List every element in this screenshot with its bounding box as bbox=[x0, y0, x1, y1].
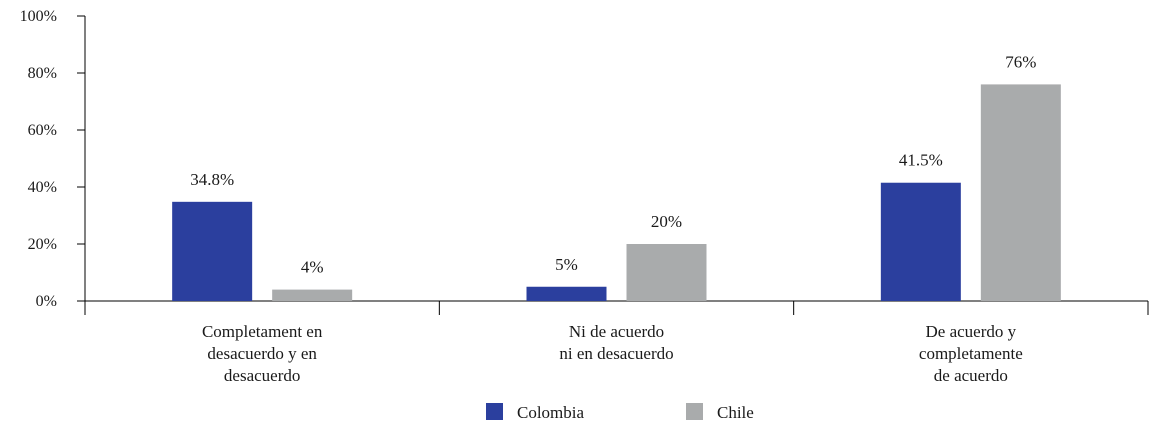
x-axis: Completament en desacuerdo y en desacuerdo… bbox=[84, 300, 1149, 385]
data-label: 76% bbox=[1005, 52, 1036, 71]
x-category-label-line: Ni de acuerdo bbox=[569, 322, 664, 341]
x-category-label-line: completamente bbox=[919, 344, 1023, 363]
bar-colombia bbox=[172, 201, 253, 301]
y-tick-label: 40% bbox=[28, 179, 57, 196]
legend-label: Colombia bbox=[517, 403, 585, 422]
bars: 34.8% 5% 41.5% 4% 20% 76% bbox=[172, 52, 1061, 302]
y-tick-label: 80% bbox=[28, 65, 57, 82]
y-tick-label: 0% bbox=[36, 293, 57, 310]
bar-colombia bbox=[526, 286, 607, 301]
legend: Colombia Chile bbox=[486, 403, 754, 422]
y-tick-label: 20% bbox=[28, 236, 57, 253]
data-label: 4% bbox=[301, 258, 324, 277]
bar-chile bbox=[272, 289, 353, 301]
data-label: 20% bbox=[651, 212, 682, 231]
y-axis: 0% 20% 40% 60% 80% 100% bbox=[20, 8, 86, 310]
legend-swatch-colombia bbox=[486, 403, 503, 420]
legend-swatch-chile bbox=[686, 403, 703, 420]
x-category-label-line: De acuerdo y bbox=[926, 322, 1017, 341]
x-category-label-line: desacuerdo bbox=[224, 366, 300, 385]
legend-label: Chile bbox=[717, 403, 754, 422]
data-label: 34.8% bbox=[190, 170, 234, 189]
bar-chile bbox=[626, 244, 707, 301]
x-category-label: De acuerdo y completamente de acuerdo bbox=[919, 322, 1023, 385]
bar-chile bbox=[980, 84, 1061, 302]
y-tick-label: 60% bbox=[28, 122, 57, 139]
y-tick-label: 100% bbox=[20, 8, 57, 25]
x-category-label: Ni de acuerdo ni en desacuerdo bbox=[559, 322, 673, 363]
x-category-label-line: de acuerdo bbox=[934, 366, 1008, 385]
data-label: 41.5% bbox=[899, 151, 943, 170]
x-category-label-line: Completament en bbox=[202, 322, 323, 341]
bar-colombia bbox=[880, 182, 961, 301]
x-category-label-line: ni en desacuerdo bbox=[559, 344, 673, 363]
x-category-label: Completament en desacuerdo y en desacuerdo bbox=[202, 322, 323, 385]
data-label: 5% bbox=[555, 255, 578, 274]
x-category-label-line: desacuerdo y en bbox=[207, 344, 317, 363]
